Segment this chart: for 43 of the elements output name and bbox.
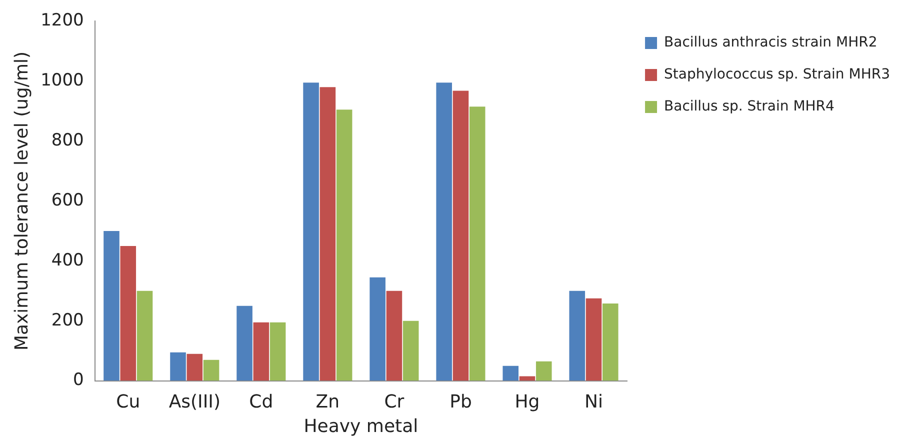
bar	[170, 352, 186, 381]
bar	[402, 320, 419, 381]
bar	[120, 246, 136, 381]
y-tick-label: 1200	[40, 10, 84, 31]
bar	[136, 290, 153, 381]
y-axis-title: Maximum tolerance level (ug/ml)	[11, 51, 32, 351]
bar	[253, 322, 270, 381]
x-tick-label: Pb	[450, 391, 472, 412]
bar	[320, 87, 336, 381]
bar	[186, 354, 203, 381]
bar	[569, 290, 586, 381]
bar	[586, 298, 602, 381]
x-tick-label: Cr	[384, 391, 405, 412]
bar	[502, 366, 519, 381]
bar	[452, 90, 469, 381]
bar	[203, 360, 220, 381]
bar	[336, 110, 352, 381]
y-tick-label: 0	[73, 370, 84, 390]
bar	[236, 306, 252, 381]
legend-label: Staphylococcus sp. Strain MHR3	[664, 66, 890, 83]
bar	[303, 82, 319, 381]
bar	[469, 106, 486, 381]
y-tick-label: 800	[51, 130, 84, 150]
bar	[536, 361, 552, 381]
y-tick-label: 400	[51, 250, 84, 270]
y-tick-label: 600	[51, 190, 84, 210]
legend-label: Bacillus sp. Strain MHR4	[664, 98, 835, 115]
bar	[602, 303, 618, 381]
x-tick-label: Hg	[514, 391, 540, 412]
bar	[386, 290, 402, 381]
bar	[104, 230, 120, 381]
x-tick-label: Ni	[584, 391, 603, 412]
x-axis-title: Heavy metal	[304, 416, 418, 437]
x-tick-label: Cu	[116, 391, 140, 412]
x-tick-label: Zn	[316, 391, 340, 412]
y-tick-label: 1000	[40, 70, 84, 91]
bar	[436, 82, 452, 381]
y-tick-label: 200	[51, 310, 84, 330]
x-tick-label: As(III)	[168, 391, 220, 412]
bar	[270, 322, 286, 381]
x-tick-label: Cd	[249, 391, 274, 412]
legend-label: Bacillus anthracis strain MHR2	[664, 34, 878, 51]
bar	[370, 277, 386, 381]
